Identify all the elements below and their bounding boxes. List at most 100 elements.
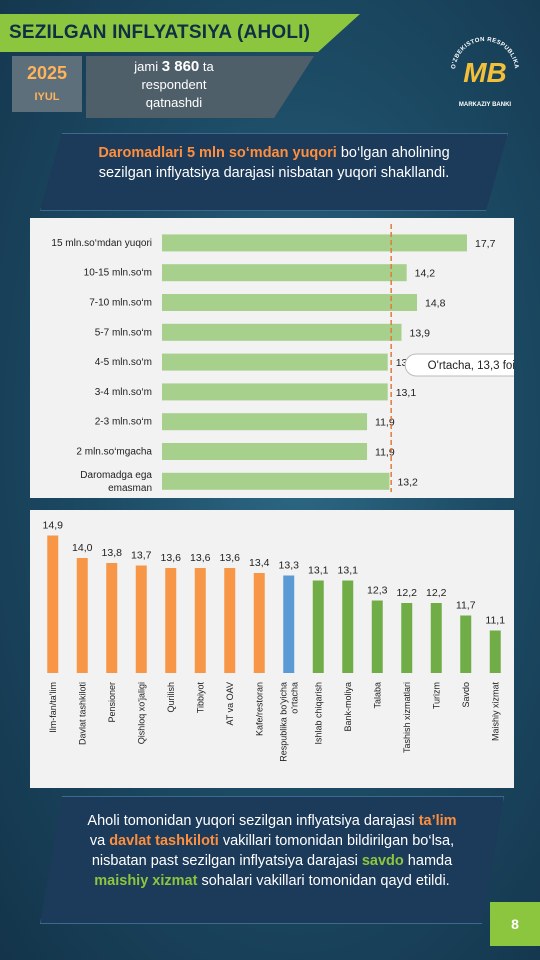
bar xyxy=(283,575,295,673)
category-label: emasman xyxy=(108,483,152,494)
bar xyxy=(162,383,388,401)
bottom-text-1: Aholi tomonidan yuqori sezilgan inflyats… xyxy=(87,813,419,829)
respondents-word: respondent xyxy=(141,77,207,92)
bar xyxy=(253,573,265,673)
bottom-highlight-services: maishiy xizmat xyxy=(94,873,198,889)
value-label: 13,7 xyxy=(131,550,152,562)
bar xyxy=(342,580,354,673)
respondents-unit: ta xyxy=(202,59,214,74)
category-label: 7-10 mln.so‘m xyxy=(89,298,152,309)
value-label: 13,1 xyxy=(308,565,329,577)
category-label: Pensioner xyxy=(107,682,117,723)
value-label: 11,9 xyxy=(375,447,395,459)
value-label: 13,4 xyxy=(249,557,270,569)
central-bank-logo: O'ZBEKISTON RESPUBLIKASI MARKAZIY BANKI … xyxy=(442,28,519,108)
category-label: Tibbiyot xyxy=(195,682,205,714)
bottom-text-4: hamda xyxy=(403,853,453,869)
value-label: 13,1 xyxy=(396,387,417,399)
bar xyxy=(460,615,472,673)
category-label: 4-5 mln.so‘m xyxy=(95,357,152,368)
category-label: 10-15 mln.so‘m xyxy=(84,268,152,279)
income-inflation-chart: 15 mln.so‘mdan yuqori 17,7 10-15 mln.so‘m 1… xyxy=(51,224,540,494)
category-label: Bank-moliya xyxy=(343,682,353,732)
bar xyxy=(135,565,147,673)
bar xyxy=(162,323,402,341)
bar xyxy=(162,443,368,460)
bar xyxy=(162,472,390,490)
value-label: 13,2 xyxy=(397,476,418,488)
category-label: Davlat tashkiloti xyxy=(77,682,87,745)
respondents-verb: qatnashdi xyxy=(145,95,203,110)
bar xyxy=(224,568,236,673)
bottom-insight-text: Aholi tomonidan yuqori sezilgan inflyats… xyxy=(81,811,463,891)
category-label: Qishloq xo'jaligi xyxy=(136,682,146,744)
bar xyxy=(401,603,413,673)
bar xyxy=(162,294,418,311)
top-insight-highlight: Daromadlari 5 mln so‘mdan yuqori xyxy=(98,145,337,161)
page-title: SEZILGAN INFLYATSIYA (AHOLI) xyxy=(9,22,311,43)
bottom-insight-banner: Aholi tomonidan yuqori sezilgan inflyats… xyxy=(40,796,504,924)
category-label: 15 mln.so‘mdan yuqori xyxy=(51,238,152,249)
category-label: Kafe/restoran xyxy=(254,682,264,736)
category-label: o'rtacha xyxy=(289,682,299,714)
category-label: Talaba xyxy=(372,682,382,709)
respondents-prefix: jami xyxy=(134,59,159,74)
sector-chart-panel: 14,9 Ilm-fan/ta'lim 14,0 Davlat tashkiloti 1… xyxy=(30,510,514,788)
value-label: 13,6 xyxy=(161,552,182,564)
bar xyxy=(162,234,467,252)
period-month: IYUL xyxy=(34,91,60,103)
category-label: 5-7 mln.so‘m xyxy=(95,327,152,338)
bar xyxy=(76,558,88,673)
bottom-highlight-government: davlat tashkiloti xyxy=(109,833,219,849)
sector-inflation-chart: 14,9 Ilm-fan/ta'lim 14,0 Davlat tashkiloti 1… xyxy=(43,520,506,762)
bar xyxy=(430,603,442,673)
bottom-highlight-trade: savdo xyxy=(361,853,404,869)
value-label: 12,3 xyxy=(367,585,388,597)
value-label: 13,3 xyxy=(279,560,300,572)
bar xyxy=(106,563,118,673)
category-label: Maishiy xizmat xyxy=(490,682,500,742)
category-label: Savdo xyxy=(461,682,471,708)
period-box: 2025 IYUL xyxy=(12,56,82,112)
bar xyxy=(371,600,383,673)
value-label: 13,6 xyxy=(190,552,211,564)
value-label: 13,8 xyxy=(102,547,123,559)
category-label: Qurilish xyxy=(166,682,176,713)
respondents-box: jami 3 860 ta respondent qatnashdi xyxy=(86,56,314,118)
top-insight-rest: bo‘lgan aholining sezilgan inflyatsiya d… xyxy=(98,145,450,181)
bar xyxy=(194,568,206,673)
value-label: 11,9 xyxy=(375,417,395,429)
bar xyxy=(162,353,388,371)
bar xyxy=(162,413,368,431)
average-label: O'rtacha, 13,3 foiz xyxy=(428,360,514,372)
bar xyxy=(165,568,177,673)
respondents-text: jami 3 860 ta respondent qatnashdi xyxy=(104,58,244,112)
bar xyxy=(312,580,324,673)
bar xyxy=(162,264,407,282)
value-label: 11,1 xyxy=(485,615,505,627)
income-chart-panel: 15 mln.so‘mdan yuqori 17,7 10-15 mln.so‘m 1… xyxy=(30,218,540,498)
title-bar: SEZILGAN INFLYATSIYA (AHOLI) xyxy=(0,14,360,52)
value-label: 11,7 xyxy=(456,600,476,612)
bottom-highlight-education: ta’lim xyxy=(418,813,457,829)
value-label: 12,2 xyxy=(397,587,418,599)
category-label: AT va OAV xyxy=(225,682,235,726)
category-label: Ishlab chiqarish xyxy=(313,682,323,745)
bottom-text-3: vakillari tomonidan bildirilgan bo‘lsa, … xyxy=(91,833,455,869)
bottom-text-2: va xyxy=(89,833,110,849)
value-label: 13,1 xyxy=(338,565,359,577)
logo-monogram: MB xyxy=(463,57,507,88)
category-label: 3-4 mln.so‘m xyxy=(95,387,152,398)
category-label: 2 mln.so‘mgacha xyxy=(76,447,152,458)
top-insight-text: Daromadlari 5 mln so‘mdan yuqori bo‘lgan… xyxy=(81,143,467,183)
category-label: 2-3 mln.so‘m xyxy=(95,417,152,428)
category-label: Tashish xizmatlari xyxy=(402,682,412,753)
value-label: 14,8 xyxy=(425,298,446,310)
value-label: 12,2 xyxy=(426,587,447,599)
value-label: 14,9 xyxy=(43,520,64,532)
value-label: 13,6 xyxy=(220,552,241,564)
respondents-count: 3 860 xyxy=(161,58,200,75)
category-label: Turizm xyxy=(431,682,441,709)
bar xyxy=(47,535,59,673)
svg-text:MARKAZIY BANKI: MARKAZIY BANKI xyxy=(459,102,512,108)
